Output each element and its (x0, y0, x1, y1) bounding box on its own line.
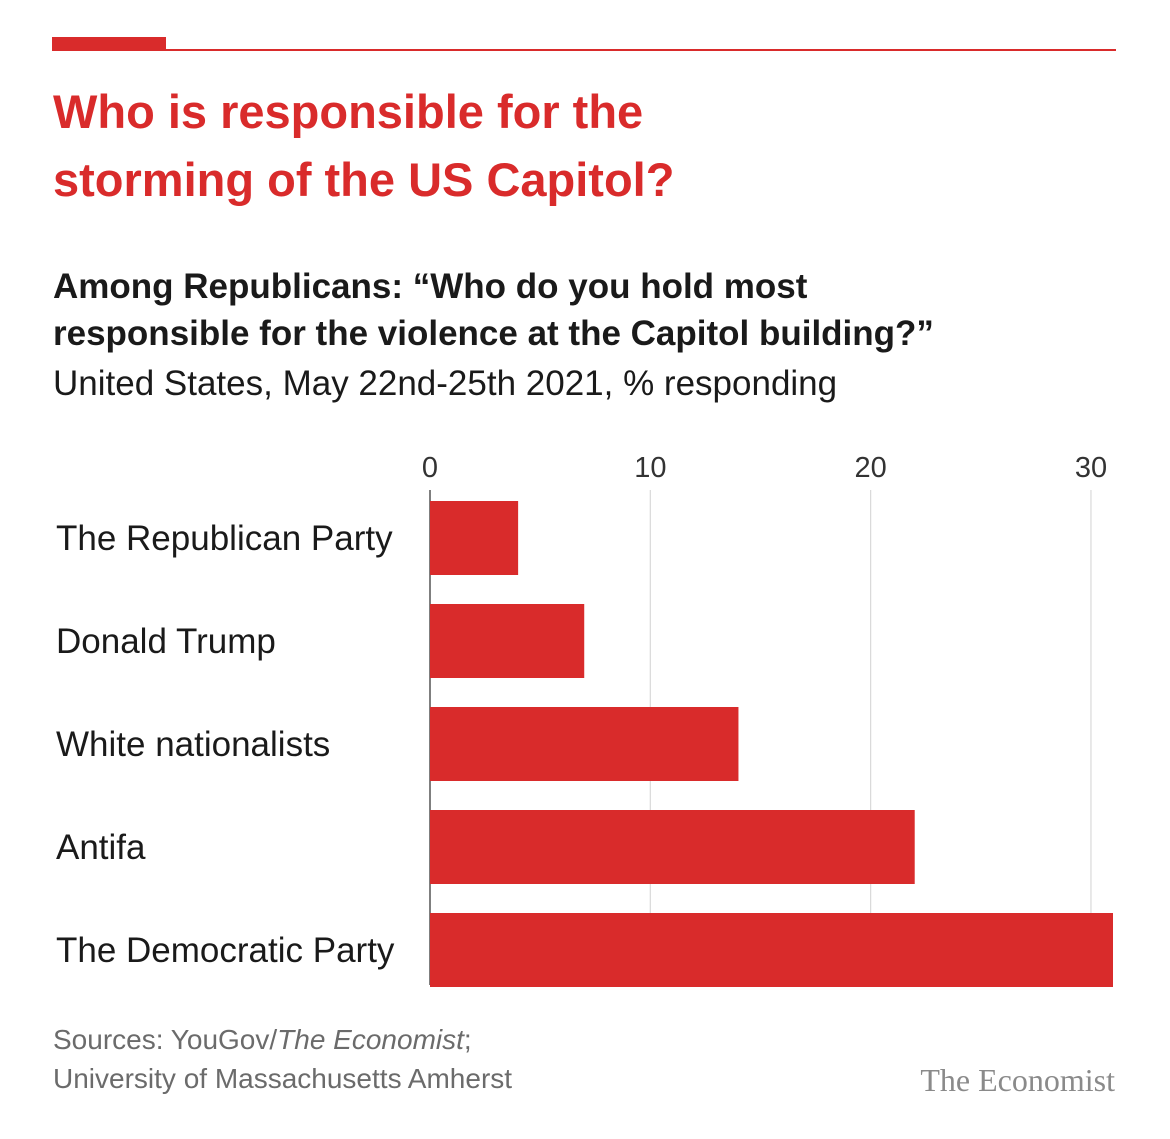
category-label-the-democratic-party: The Democratic Party (56, 931, 395, 970)
header-rule (52, 49, 1116, 51)
category-label-white-nationalists: White nationalists (56, 725, 330, 764)
x-axis-ticks: 0 10 20 30 (422, 452, 1107, 484)
sources-italic: The Economist (277, 1024, 464, 1055)
sources-note: Sources: YouGov/The Economist; Universit… (53, 1020, 512, 1098)
economist-logo: The Economist (920, 1062, 1115, 1098)
chart-title: Who is responsible for the storming of t… (53, 78, 1113, 214)
bars (430, 501, 1113, 987)
category-label-antifa: Antifa (56, 828, 146, 867)
x-tick-label-0: 0 (422, 452, 438, 484)
bar-donald-trump (430, 604, 585, 678)
sources-prefix: Sources: YouGov/ (53, 1024, 278, 1055)
x-tick-label-10: 10 (634, 452, 666, 484)
x-tick-label-20: 20 (855, 452, 887, 484)
chart-subtitle-line1: Among Republicans: “Who do you hold most (53, 267, 808, 306)
bar-the-republican-party (430, 501, 519, 575)
chart-caption: United States, May 22nd-25th 2021, % res… (53, 364, 838, 403)
bar-antifa (430, 810, 915, 884)
category-label-the-republican-party: The Republican Party (56, 519, 393, 558)
sources-suffix: ; (463, 1024, 472, 1055)
category-labels: The Republican Party Donald Trump White na… (56, 519, 395, 970)
bar-white-nationalists (430, 707, 739, 781)
bar-the-democratic-party (430, 913, 1113, 987)
sources-line2: University of Massachusetts Amherst (53, 1063, 513, 1094)
chart-title-line1: Who is responsible for the (53, 85, 644, 138)
chart-title-line2: storming of the US Capitol? (53, 153, 675, 206)
header-accent-tab (52, 37, 166, 51)
bar-chart: The Republican Party Donald Trump White na… (56, 452, 1113, 987)
chart-subtitle-line2: responsible for the violence at the Capi… (53, 314, 934, 353)
chart-subtitle: Among Republicans: “Who do you hold most… (53, 263, 1113, 357)
category-label-donald-trump: Donald Trump (56, 622, 276, 661)
x-tick-label-30: 30 (1075, 452, 1107, 484)
